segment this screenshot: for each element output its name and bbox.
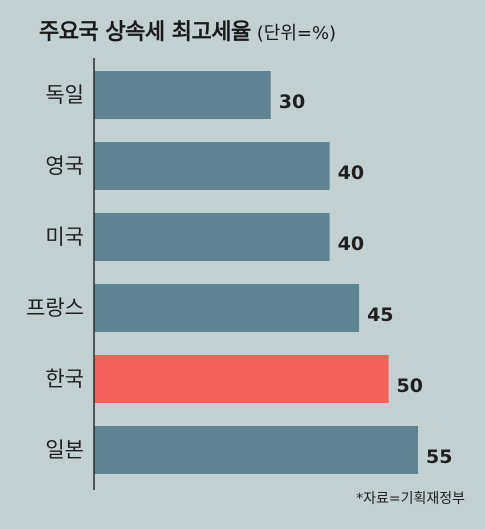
value-label: 40 — [338, 162, 364, 184]
bar-1 — [94, 71, 271, 119]
category-label: 일본 — [45, 438, 84, 462]
category-label: 한국 — [45, 367, 84, 391]
bar-3 — [94, 213, 330, 261]
bar-2 — [94, 142, 330, 190]
value-label: 30 — [279, 91, 305, 113]
value-label: 55 — [426, 446, 452, 468]
bar-4 — [94, 284, 360, 332]
chart-unit: (단위=%) — [256, 23, 337, 44]
category-label: 프랑스 — [26, 296, 84, 320]
bar-5 — [94, 355, 389, 403]
source-note: *자료=기획재정부 — [356, 491, 465, 507]
chart-title-block: 주요국 상속세 최고세율 (단위=%) — [39, 14, 336, 46]
value-label: 45 — [367, 304, 393, 326]
value-label: 40 — [338, 233, 364, 255]
category-label: 영국 — [45, 154, 84, 178]
chart-title: 주요국 상속세 최고세율 — [39, 20, 251, 45]
bar-6 — [94, 426, 418, 474]
category-label: 독일 — [45, 83, 84, 107]
category-label: 미국 — [45, 225, 84, 249]
value-label: 50 — [397, 375, 423, 397]
